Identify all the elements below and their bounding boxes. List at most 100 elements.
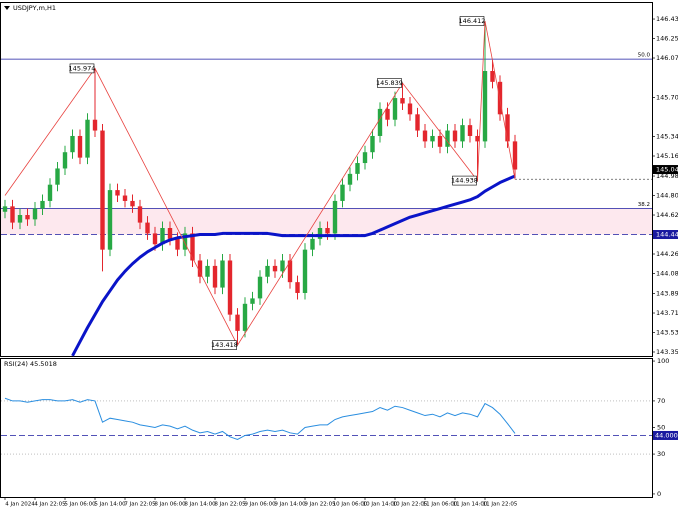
x-tick-label: 8 Jan 14:00 xyxy=(184,502,216,508)
symbol-marker xyxy=(4,6,10,10)
zigzag-label-box xyxy=(452,175,477,186)
candle-body xyxy=(325,228,330,234)
candle-body xyxy=(160,228,165,245)
x-tick-label: 8 Jan 06:00 xyxy=(154,502,186,508)
y-tick-label: 144.800 xyxy=(656,192,678,200)
candle-body xyxy=(490,71,495,82)
candle-body xyxy=(482,71,488,142)
candle-body xyxy=(77,135,83,158)
rsi-title: RSI(24) 45.5018 xyxy=(4,360,57,368)
candle-body xyxy=(197,260,203,277)
candle-body xyxy=(452,130,458,142)
price-line-box xyxy=(653,230,678,240)
candle-body xyxy=(475,135,480,142)
x-tick-label: 4 Jan 22:05 xyxy=(34,502,66,508)
candle-body xyxy=(332,200,338,234)
candle-body xyxy=(32,208,38,220)
y-tick-label: 30 xyxy=(657,450,665,458)
candle-body xyxy=(152,233,158,245)
y-tick-label: 0 xyxy=(657,490,661,498)
x-tick-label: 11 Jan 06:00 xyxy=(423,502,458,508)
y-tick-label: 146.430 xyxy=(656,15,678,23)
candle-body xyxy=(415,114,420,131)
candle-body xyxy=(212,265,218,288)
zigzag-label: 145.974 xyxy=(69,64,96,72)
candle-body xyxy=(317,228,323,239)
candle-body xyxy=(437,135,443,147)
x-tick-label: 10 Jan 06:00 xyxy=(333,502,368,508)
candle-body xyxy=(220,260,225,288)
zigzag-label-box xyxy=(212,340,237,350)
candle-body xyxy=(370,135,375,153)
x-tick-label: 11 Jan 22:05 xyxy=(483,502,518,508)
candle-body xyxy=(85,119,90,158)
x-tick-label: 5 Jan 06:00 xyxy=(64,502,96,508)
moving-average xyxy=(71,174,516,357)
candle-body xyxy=(460,125,465,142)
y-tick-label: 146.070 xyxy=(656,54,678,62)
candle-body xyxy=(10,206,15,223)
candle-body xyxy=(467,125,473,136)
rsi-level-box xyxy=(653,430,678,440)
symbol-title: USDJPY,m,H1 xyxy=(13,4,56,12)
candle-body xyxy=(175,238,180,250)
rsi-level-label: 44.0000 xyxy=(655,431,678,439)
y-tick-label: 143.715 xyxy=(656,309,678,317)
zigzag-label-box xyxy=(459,16,485,26)
candle-body xyxy=(55,168,60,185)
candle-body xyxy=(280,260,285,272)
candle-body xyxy=(100,130,105,250)
candle-body xyxy=(115,190,120,196)
last-price-box xyxy=(653,165,678,175)
price-line-label: 144.440 xyxy=(656,231,678,239)
y-tick-label: 145.345 xyxy=(656,133,678,141)
y-tick-label: 145.165 xyxy=(656,152,678,160)
candle-body xyxy=(2,206,8,212)
y-tick-label: 144.620 xyxy=(656,211,678,219)
x-tick-label: 5 Jan 14:00 xyxy=(94,502,126,508)
candle-body xyxy=(377,108,383,136)
candle-body xyxy=(340,184,345,201)
candle-body xyxy=(272,265,278,272)
rsi-panel-frame xyxy=(0,358,653,498)
candle-body xyxy=(92,119,98,131)
candle-body xyxy=(190,233,195,261)
candle-body xyxy=(400,98,405,104)
fib-level-label: 50.0 xyxy=(638,53,651,59)
candle-body xyxy=(167,228,173,239)
x-tick-label: 10 Jan 14:00 xyxy=(363,502,398,508)
candle-body xyxy=(107,190,113,250)
y-tick-label: 146.250 xyxy=(656,35,678,43)
y-tick-label: 143.355 xyxy=(656,348,678,356)
candle-body xyxy=(347,173,353,185)
candle-body xyxy=(430,135,435,142)
y-tick-label: 143.535 xyxy=(656,329,678,337)
candle-body xyxy=(137,206,143,223)
y-tick-label: 70 xyxy=(657,397,665,405)
candle-body xyxy=(145,222,150,234)
candle-body xyxy=(512,141,518,170)
x-tick-label: 7 Jan 22:05 xyxy=(124,502,156,508)
candle-body xyxy=(422,130,428,142)
candle-body xyxy=(295,282,300,293)
candle-body xyxy=(235,314,240,331)
candle-body xyxy=(205,265,210,277)
zigzag-label: 146.412 xyxy=(459,17,486,25)
y-tick-label: 100 xyxy=(657,357,669,365)
x-tick-label: 9 Jan 14:00 xyxy=(274,502,306,508)
candle-body xyxy=(257,276,263,299)
x-tick-label: 8 Jan 22:05 xyxy=(214,502,246,508)
candle-body xyxy=(407,103,413,115)
candle-body xyxy=(505,114,510,142)
zigzag-label: 143.418 xyxy=(211,341,238,349)
candle-body xyxy=(302,249,308,293)
candle-body xyxy=(47,184,53,201)
candle-body xyxy=(40,200,45,209)
candle-body xyxy=(25,215,30,220)
candle-body xyxy=(355,163,360,174)
rsi-line xyxy=(4,397,516,441)
candle-body xyxy=(122,195,128,201)
y-tick-label: 50 xyxy=(657,424,665,432)
candle-body xyxy=(227,260,233,315)
